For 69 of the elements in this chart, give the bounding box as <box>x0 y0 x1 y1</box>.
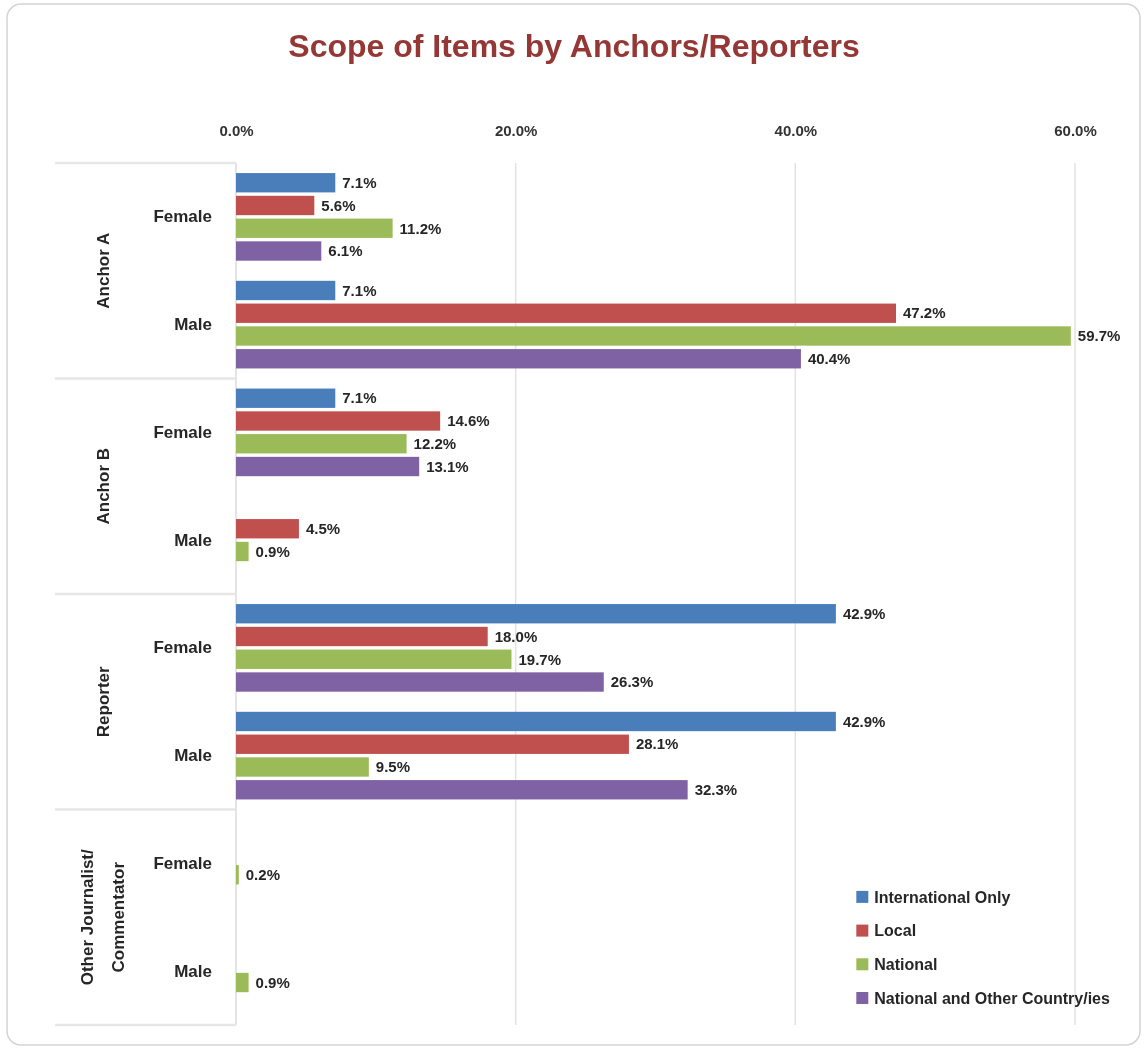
data-label: 28.1% <box>635 735 679 753</box>
bar <box>236 349 801 369</box>
y-tick-label: Male <box>174 961 212 981</box>
text: Reporter <box>93 665 113 738</box>
data-label: 7.1% <box>342 173 377 191</box>
bar <box>236 195 315 216</box>
bar <box>236 972 249 993</box>
x-tick-label: 20.0% <box>494 122 538 139</box>
bar <box>236 780 688 800</box>
data-label: 5.6% <box>321 196 356 214</box>
bar <box>236 734 629 754</box>
bar <box>236 541 249 562</box>
bar <box>236 672 604 692</box>
data-label: 40.4% <box>807 350 851 368</box>
legend-label: National <box>874 955 938 973</box>
bar <box>236 411 441 431</box>
chart-title: Scope of Items by Anchors/Reporters <box>288 28 860 64</box>
data-label: 0.9% <box>255 542 290 560</box>
bar <box>236 434 407 454</box>
text: Other Journalist/ Commentator <box>78 848 129 986</box>
bar <box>236 604 836 624</box>
y-tick-label: Male <box>174 746 212 766</box>
data-label: 6.1% <box>328 242 363 260</box>
data-label: 47.2% <box>903 304 946 322</box>
x-tick-label: 0.0% <box>219 122 254 139</box>
bar <box>236 280 336 301</box>
text: Anchor B <box>93 448 113 525</box>
bar <box>236 218 393 238</box>
data-label: 14.6% <box>447 412 490 430</box>
legend-label: Local <box>874 922 917 940</box>
bar <box>236 757 369 777</box>
y-tick-label: Female <box>153 422 212 442</box>
bar <box>236 626 488 647</box>
data-label: 12.2% <box>413 435 457 453</box>
bar <box>236 519 299 539</box>
bar <box>236 388 336 408</box>
bar <box>236 326 1071 346</box>
bar <box>236 649 512 669</box>
text: Anchor A <box>93 232 113 309</box>
y-tick-label: Male <box>174 530 212 550</box>
bar <box>236 303 897 323</box>
data-label: 9.5% <box>375 758 411 776</box>
x-tick-label: 60.0% <box>1054 122 1097 139</box>
data-label: 4.5% <box>305 519 341 537</box>
bar <box>236 241 322 261</box>
data-label: 32.3% <box>694 781 738 799</box>
data-label: 13.1% <box>426 457 469 475</box>
bar <box>236 711 836 732</box>
data-label: 7.1% <box>342 389 377 407</box>
data-label: 7.1% <box>342 281 377 299</box>
x-tick-label: 40.0% <box>774 122 818 139</box>
data-label: 18.0% <box>494 627 538 645</box>
bar <box>236 865 239 885</box>
bar <box>236 173 336 193</box>
y-tick-label: Female <box>153 638 212 658</box>
y-tick-label: Male <box>174 315 212 335</box>
data-label: 42.9% <box>842 604 886 622</box>
y-tick-label: Female <box>153 207 212 227</box>
data-label: 26.3% <box>610 673 654 691</box>
data-label: 42.9% <box>842 712 886 730</box>
data-label: 0.9% <box>255 973 290 991</box>
data-label: 59.7% <box>1077 327 1121 345</box>
data-label: 0.2% <box>245 866 280 884</box>
data-label: 11.2% <box>399 219 442 237</box>
legend-label: International Only <box>874 888 1011 906</box>
y-tick-label: Female <box>153 853 212 873</box>
bar <box>236 456 420 477</box>
data-label: 19.7% <box>518 650 562 668</box>
legend-label: National and Other Country/ies <box>874 989 1110 1007</box>
